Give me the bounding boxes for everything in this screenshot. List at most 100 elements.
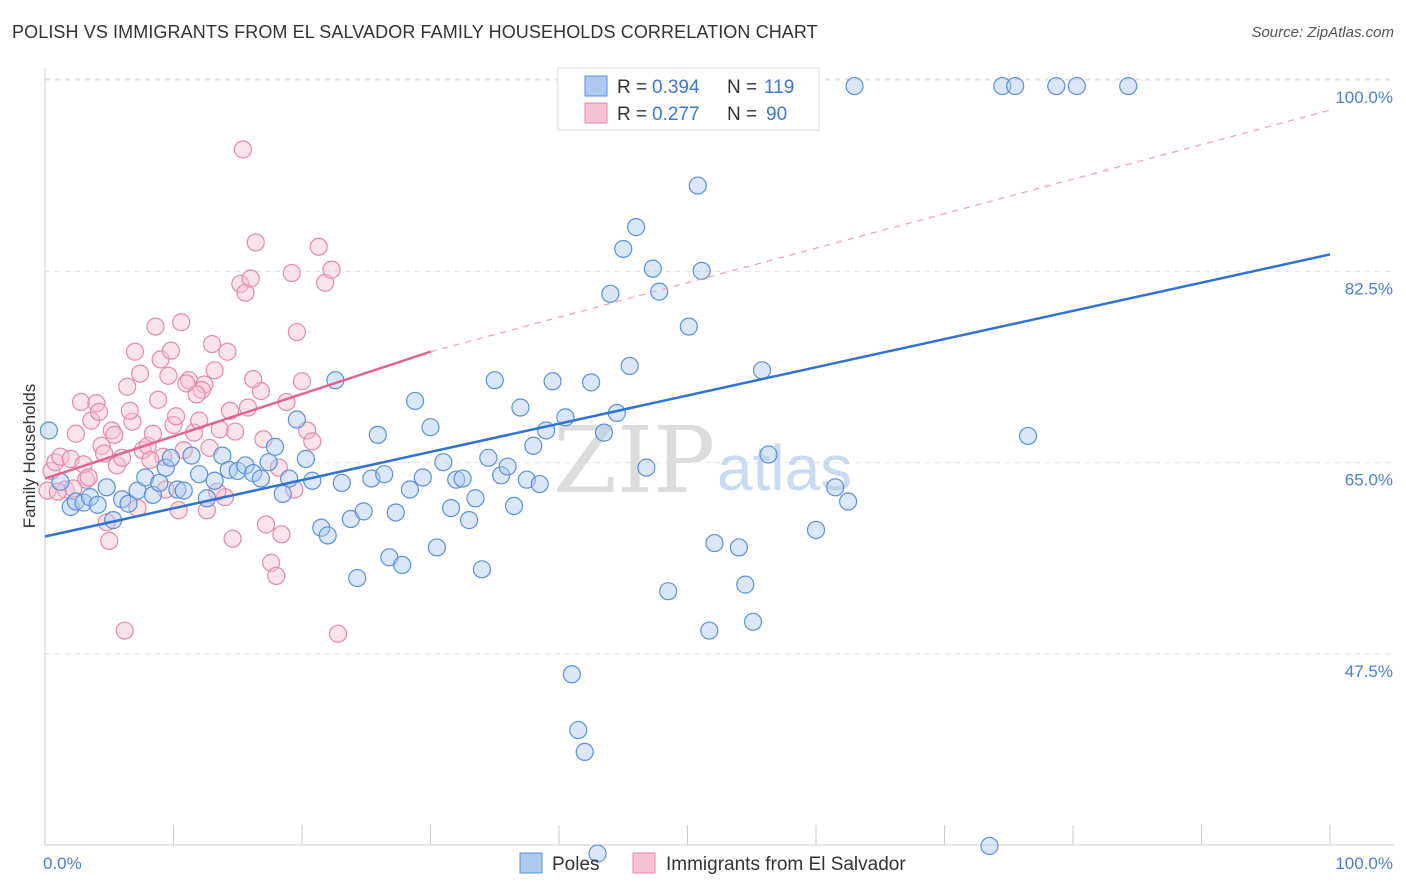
scatter-point-el-salvador: [77, 470, 96, 489]
scatter-point-poles: [161, 448, 181, 467]
scatter-point-el-salvador: [218, 342, 237, 361]
scatter-point-el-salvador: [100, 531, 119, 550]
scatter-point-poles: [197, 489, 217, 508]
scatter-point-poles: [97, 478, 116, 497]
scatter-point-el-salvador: [236, 283, 255, 302]
scatter-point-el-salvador: [141, 450, 160, 470]
bottom-legend-label-el-salvador: Immigrants from El Salvador: [666, 854, 906, 875]
scatter-point-poles: [459, 511, 479, 530]
scatter-point-poles: [466, 489, 485, 508]
scatter-point-el-salvador: [244, 369, 263, 389]
scatter-point-el-salvador: [120, 401, 139, 420]
trend-lines: [44, 109, 1331, 538]
legend-n-label-el-salvador: N =: [727, 104, 757, 125]
scatter-point-poles: [679, 317, 698, 336]
watermark-atlas: atlas: [717, 432, 852, 504]
scatter-point-poles: [637, 458, 656, 477]
scatter-point-el-salvador: [205, 361, 224, 380]
scatter-point-el-salvador: [231, 274, 250, 294]
scatter-point-poles: [190, 465, 209, 484]
scatter-point-el-salvador: [46, 453, 65, 472]
scatter-point-poles: [626, 218, 646, 237]
scatter-point-poles: [504, 496, 524, 516]
scatter-point-el-salvador: [123, 412, 142, 431]
scatter-point-el-salvador: [267, 566, 286, 585]
watermark-zip: ZIP: [553, 407, 715, 514]
scatter-point-poles: [287, 410, 306, 429]
scatter-point-poles: [156, 458, 175, 477]
y-tick-label: 100.0%: [1335, 88, 1393, 107]
scatter-point-el-salvador: [143, 424, 163, 443]
scatter-point-el-salvador: [238, 398, 258, 417]
scatter-point-poles: [413, 468, 432, 487]
legend-swatch-poles: [584, 75, 608, 97]
scatter-point-poles: [806, 520, 826, 540]
x-axis-ticks: [44, 825, 1331, 845]
legend-n-value-poles: 119: [764, 77, 794, 98]
scatter-point-poles: [453, 469, 472, 488]
scatter-point-el-salvador: [187, 385, 206, 404]
scatter-point-poles: [447, 470, 466, 489]
y-tick-label: 65.0%: [1345, 471, 1393, 490]
scatter-point-poles: [575, 742, 594, 762]
scatter-point-el-salvador: [226, 422, 245, 441]
scatter-point-poles: [643, 259, 662, 278]
scatter-point-poles: [150, 473, 169, 493]
scatter-point-el-salvador: [328, 624, 348, 643]
scatter-point-poles: [303, 471, 322, 490]
scatter-point-el-salvador: [66, 424, 85, 443]
x-tick-label-right: 100.0%: [1335, 854, 1393, 873]
scatter-point-poles: [182, 446, 201, 465]
scatter-point-poles: [620, 356, 639, 376]
scatter-point-poles: [743, 612, 763, 631]
scatter-point-el-salvador: [169, 501, 188, 520]
scatter-point-poles: [569, 720, 588, 740]
scatter-point-poles: [236, 456, 255, 475]
scatter-point-poles: [839, 492, 858, 511]
scatter-point-poles: [265, 437, 285, 456]
scatter-point-poles: [136, 468, 155, 487]
scatter-point-el-salvador: [71, 392, 91, 412]
legend-swatch-el-salvador: [584, 102, 608, 124]
scatter-point-poles: [479, 448, 498, 467]
scatter-point-el-salvador: [287, 322, 306, 342]
scatter-point-el-salvador: [161, 341, 181, 360]
scatter-point-poles: [601, 284, 620, 303]
scatter-point-poles: [692, 261, 711, 280]
scatter-point-poles: [759, 445, 778, 464]
scatter-point-poles: [845, 76, 864, 96]
scatter-point-poles: [318, 526, 337, 545]
scatter-point-el-salvador: [148, 390, 168, 409]
scatter-point-poles: [168, 480, 187, 499]
x-tick-label-left: 0.0%: [43, 854, 82, 873]
scatter-point-poles: [259, 453, 278, 472]
scatter-point-poles: [375, 465, 394, 484]
scatter-point-el-salvador: [223, 529, 242, 548]
scatter-point-poles: [174, 481, 193, 500]
scatter-point-poles: [511, 398, 530, 417]
scatter-point-poles: [993, 76, 1012, 96]
scatter-point-poles: [1047, 76, 1066, 96]
scatter-point-el-salvador: [208, 482, 227, 501]
scatter-point-poles: [688, 176, 707, 195]
scatter-point-el-salvador: [272, 525, 291, 544]
scatter-point-el-salvador: [115, 621, 134, 640]
scatter-point-el-salvador: [256, 515, 276, 534]
scatter-point-poles: [386, 503, 405, 522]
scatter-point-el-salvador: [79, 468, 98, 487]
scatter-point-poles: [332, 473, 351, 493]
scatter-point-poles: [427, 538, 447, 557]
scatter-point-poles: [1067, 76, 1086, 96]
series-immigrants-el-salvador-points: [38, 140, 348, 643]
scatter-point-poles: [1119, 76, 1138, 96]
axes: [44, 68, 1394, 846]
scatter-point-poles: [588, 844, 607, 863]
watermark: ZIP atlas: [553, 407, 852, 514]
y-axis-label: Family Households: [20, 384, 39, 529]
scatter-point-poles: [393, 555, 412, 575]
legend-series: Poles Immigrants from El Salvador: [519, 852, 906, 875]
scatter-point-poles: [705, 533, 724, 553]
scatter-point-poles: [405, 391, 425, 411]
scatter-point-poles: [88, 495, 107, 514]
